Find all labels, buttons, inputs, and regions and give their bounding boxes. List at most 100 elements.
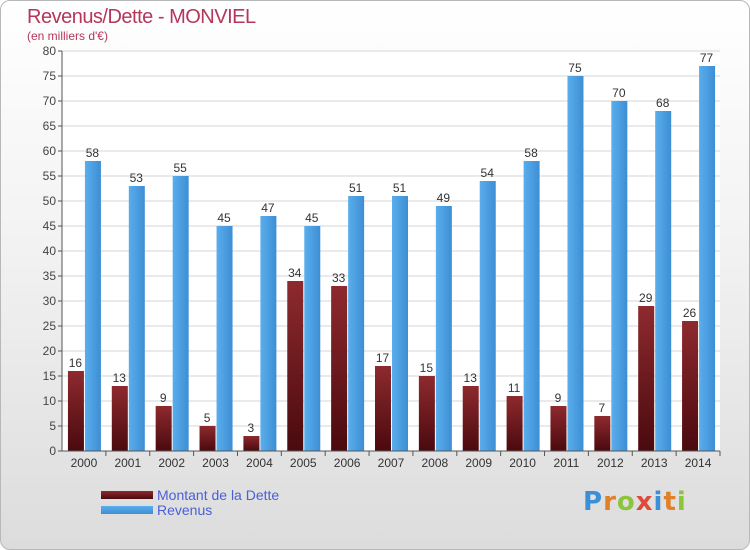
bar-revenus-2014 <box>699 66 716 451</box>
data-label-revenus-2002: 55 <box>173 161 187 175</box>
chart-subtitle: (en milliers d'€) <box>27 29 108 43</box>
data-label-revenus-2000: 58 <box>86 146 100 160</box>
x-tick-label-2008: 2008 <box>422 456 449 470</box>
data-labels: 1658135395554534734453351175115491354115… <box>69 51 714 435</box>
data-label-dette-2007: 17 <box>376 351 390 365</box>
bar-revenus-2013 <box>655 111 672 451</box>
data-label-revenus-2010: 58 <box>524 146 538 160</box>
data-label-revenus-2006: 51 <box>349 181 363 195</box>
bar-dette-2002 <box>155 406 172 451</box>
x-tick-label-2011: 2011 <box>554 456 580 470</box>
x-tick-label-2002: 2002 <box>158 456 185 470</box>
data-label-dette-2014: 26 <box>683 306 697 320</box>
bar-revenus-2008 <box>435 206 452 451</box>
data-label-revenus-2014: 77 <box>700 51 714 65</box>
y-tick-label: 80 <box>43 44 57 58</box>
bar-dette-2003 <box>199 426 216 451</box>
data-label-dette-2011: 9 <box>555 391 562 405</box>
data-label-dette-2010: 11 <box>508 381 521 395</box>
data-label-revenus-2011: 75 <box>568 61 582 75</box>
y-tick-label: 10 <box>43 394 57 408</box>
y-tick-label: 20 <box>43 344 57 358</box>
bar-dette-2012 <box>594 416 611 451</box>
bar-dette-2011 <box>550 406 567 451</box>
data-label-dette-2000: 16 <box>69 356 83 370</box>
x-tick-label-2000: 2000 <box>71 456 98 470</box>
y-tick-label: 70 <box>43 94 57 108</box>
y-tick-label: 40 <box>43 244 57 258</box>
x-tick-label-2006: 2006 <box>334 456 361 470</box>
data-label-revenus-2009: 54 <box>481 166 495 180</box>
x-tick-label-2014: 2014 <box>685 456 712 470</box>
legend-swatch-dette <box>101 491 153 499</box>
x-tick-label-2001: 2001 <box>114 456 141 470</box>
bar-dette-2001 <box>111 386 128 451</box>
y-tick-label: 15 <box>43 369 57 383</box>
data-label-revenus-2001: 53 <box>130 171 144 185</box>
data-label-revenus-2007: 51 <box>393 181 407 195</box>
bar-dette-2010 <box>506 396 523 451</box>
chart-title: Revenus/Dette - MONVIEL <box>27 6 256 28</box>
bar-revenus-2000 <box>84 161 101 451</box>
bar-revenus-2011 <box>567 76 584 451</box>
data-label-revenus-2003: 45 <box>217 211 231 225</box>
x-tick-label-2007: 2007 <box>378 456 405 470</box>
proxiti-logo: Proxiti <box>583 487 687 517</box>
bar-revenus-2005 <box>304 226 321 451</box>
bar-dette-2006 <box>331 286 348 451</box>
x-tick-label-2009: 2009 <box>465 456 492 470</box>
y-tick-label: 55 <box>43 169 57 183</box>
bar-dette-2005 <box>287 281 304 451</box>
bar-dette-2000 <box>67 371 84 451</box>
data-label-dette-2003: 5 <box>204 411 211 425</box>
bar-revenus-2004 <box>260 216 277 451</box>
y-tick-label: 65 <box>43 119 57 133</box>
bar-revenus-2001 <box>128 186 145 451</box>
y-tick-label: 35 <box>43 269 57 283</box>
bar-dette-2004 <box>243 436 260 451</box>
bars <box>67 66 716 451</box>
y-tick-label: 25 <box>43 319 57 333</box>
data-label-dette-2012: 7 <box>598 401 605 415</box>
data-label-dette-2005: 34 <box>288 266 302 280</box>
data-label-dette-2006: 33 <box>332 271 346 285</box>
bar-dette-2013 <box>638 306 655 451</box>
legend-label-dette: Montant de la Dette <box>157 487 280 503</box>
data-label-revenus-2005: 45 <box>305 211 319 225</box>
y-tick-label: 30 <box>43 294 57 308</box>
data-label-dette-2009: 13 <box>464 371 478 385</box>
y-tick-label: 45 <box>43 219 57 233</box>
bar-dette-2007 <box>375 366 391 451</box>
bar-dette-2008 <box>418 376 435 451</box>
y-tick-label: 0 <box>49 444 56 458</box>
data-label-revenus-2004: 47 <box>261 201 275 215</box>
y-tick-label: 5 <box>49 419 56 433</box>
data-label-dette-2013: 29 <box>639 291 653 305</box>
x-tick-label-2004: 2004 <box>246 456 273 470</box>
bar-revenus-2002 <box>172 176 189 451</box>
x-tick-label-2010: 2010 <box>509 456 536 470</box>
bar-revenus-2007 <box>392 196 408 451</box>
data-label-dette-2004: 3 <box>248 421 255 435</box>
data-label-dette-2008: 15 <box>420 361 434 375</box>
x-tick-label-2005: 2005 <box>290 456 317 470</box>
y-tick-label: 50 <box>43 194 57 208</box>
bar-revenus-2009 <box>479 181 496 451</box>
x-tick-label-2012: 2012 <box>597 456 624 470</box>
data-label-dette-2001: 13 <box>113 371 127 385</box>
y-tick-label: 60 <box>43 144 57 158</box>
bar-revenus-2006 <box>348 196 365 451</box>
data-label-revenus-2012: 70 <box>612 86 626 100</box>
x-tick-label-2003: 2003 <box>202 456 229 470</box>
bar-dette-2014 <box>682 321 699 451</box>
data-label-dette-2002: 9 <box>160 391 167 405</box>
data-label-revenus-2008: 49 <box>437 191 451 205</box>
bar-revenus-2010 <box>523 161 540 451</box>
y-tick-label: 75 <box>43 69 57 83</box>
legend-label-revenus: Revenus <box>157 502 213 518</box>
data-label-revenus-2013: 68 <box>656 96 670 110</box>
bar-revenus-2003 <box>216 226 233 451</box>
